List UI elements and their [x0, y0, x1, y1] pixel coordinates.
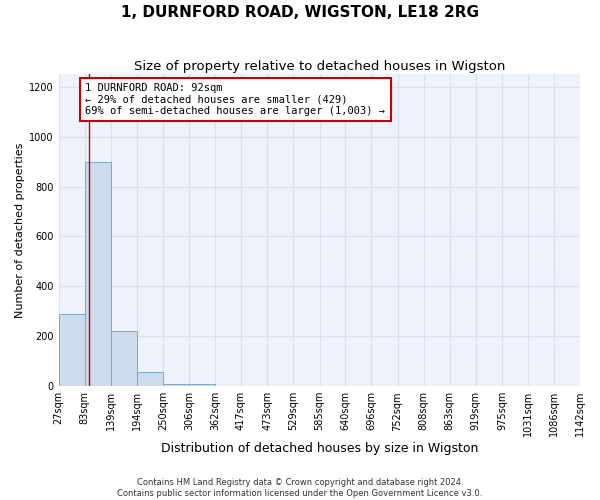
Bar	[163, 384, 189, 386]
Title: Size of property relative to detached houses in Wigston: Size of property relative to detached ho…	[134, 60, 505, 73]
X-axis label: Distribution of detached houses by size in Wigston: Distribution of detached houses by size …	[161, 442, 478, 455]
Text: 1 DURNFORD ROAD: 92sqm
← 29% of detached houses are smaller (429)
69% of semi-de: 1 DURNFORD ROAD: 92sqm ← 29% of detached…	[85, 83, 385, 116]
Y-axis label: Number of detached properties: Number of detached properties	[15, 142, 25, 318]
Bar	[137, 372, 163, 386]
Text: Contains HM Land Registry data © Crown copyright and database right 2024.
Contai: Contains HM Land Registry data © Crown c…	[118, 478, 482, 498]
Bar	[111, 332, 137, 386]
Bar	[85, 162, 111, 386]
Text: 1, DURNFORD ROAD, WIGSTON, LE18 2RG: 1, DURNFORD ROAD, WIGSTON, LE18 2RG	[121, 5, 479, 20]
Bar	[59, 314, 85, 386]
Bar	[189, 384, 215, 386]
